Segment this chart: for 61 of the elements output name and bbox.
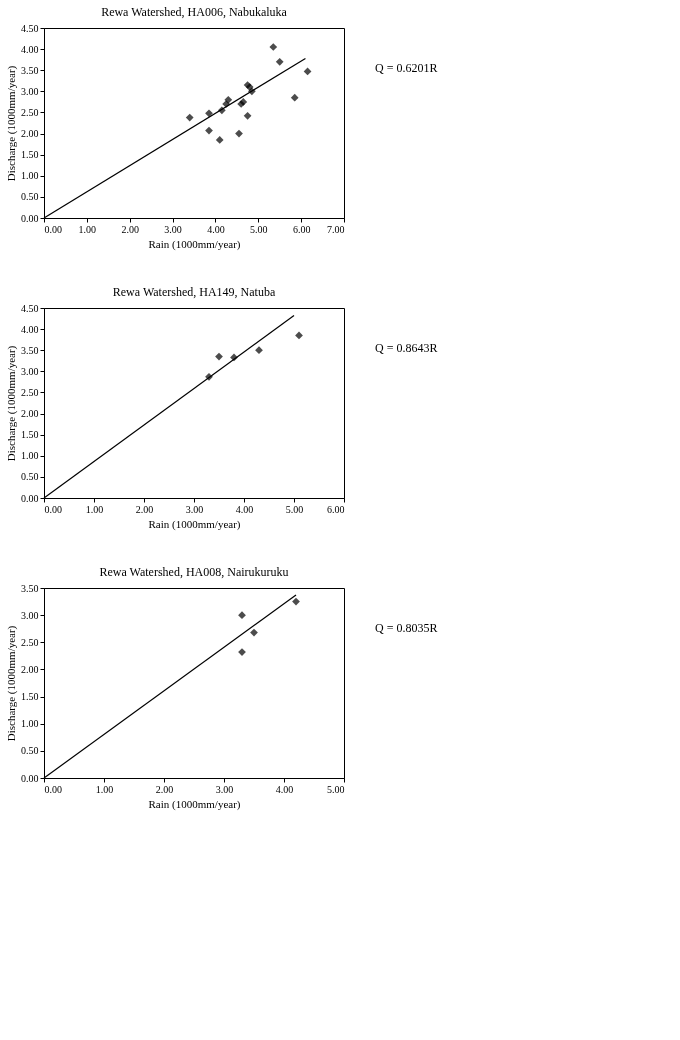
y-tick-label: 3.50 bbox=[21, 344, 39, 356]
x-tick-label: 0.00 bbox=[44, 783, 62, 795]
x-tick-label: 4.00 bbox=[207, 223, 225, 235]
y-tick-label: 4.50 bbox=[21, 22, 39, 34]
y-axis-title: Discharge (1000mm/year) bbox=[5, 345, 18, 462]
x-tick-label: 2.00 bbox=[155, 783, 174, 795]
y-tick-label: 0.00 bbox=[21, 212, 39, 224]
x-axis-title: Rain (1000mm/year) bbox=[148, 517, 241, 531]
y-tick-label: 3.50 bbox=[21, 582, 39, 594]
x-tick-label: 4.00 bbox=[235, 503, 254, 515]
y-tick-label: 2.50 bbox=[21, 636, 39, 648]
y-tick-label: 2.50 bbox=[21, 106, 39, 118]
x-tick-label: 1.00 bbox=[85, 503, 104, 515]
y-tick-label: 2.00 bbox=[21, 663, 39, 675]
text: Q = 0.8643R bbox=[375, 341, 438, 355]
chart-title: Rewa Watershed, HA008, Nairukuruku bbox=[99, 565, 289, 579]
x-tick-label: 5.00 bbox=[250, 223, 268, 235]
chart-title: Rewa Watershed, HA006, Nabukaluka bbox=[101, 5, 288, 19]
y-tick-label: 1.00 bbox=[21, 718, 39, 730]
y-tick-label: 1.00 bbox=[21, 450, 39, 462]
x-tick-label: 2.00 bbox=[135, 503, 154, 515]
y-tick-label: 3.50 bbox=[21, 64, 39, 76]
y-tick-label: 1.00 bbox=[21, 170, 39, 182]
y-tick-label: 4.00 bbox=[21, 323, 39, 335]
y-tick-label: 4.00 bbox=[21, 43, 39, 55]
y-axis-title: Discharge (1000mm/year) bbox=[5, 625, 18, 742]
y-tick-label: 1.50 bbox=[21, 429, 39, 441]
y-tick-label: 4.50 bbox=[21, 302, 39, 314]
y-tick-label: 0.50 bbox=[21, 471, 39, 483]
x-tick-label: 3.00 bbox=[215, 783, 234, 795]
x-tick-label: 1.00 bbox=[95, 783, 114, 795]
text: Q = 0.6201R bbox=[375, 61, 438, 75]
x-tick-label: 3.00 bbox=[185, 503, 204, 515]
x-axis-title: Rain (1000mm/year) bbox=[148, 797, 241, 811]
y-tick-label: 0.50 bbox=[21, 191, 39, 203]
y-tick-label: 2.00 bbox=[21, 128, 39, 140]
y-tick-label: 2.00 bbox=[21, 408, 39, 420]
x-tick-label: 0.00 bbox=[44, 223, 62, 235]
y-tick-label: 1.50 bbox=[21, 149, 39, 161]
y-tick-label: 3.00 bbox=[21, 85, 39, 97]
text: Q = 0.8035R bbox=[375, 621, 438, 635]
x-tick-label: 5.00 bbox=[285, 503, 304, 515]
x-tick-label: 0.00 bbox=[44, 503, 62, 515]
y-tick-label: 0.00 bbox=[21, 772, 39, 784]
x-axis-title: Rain (1000mm/year) bbox=[148, 237, 241, 251]
y-tick-label: 1.50 bbox=[21, 691, 39, 703]
x-tick-label: 6.00 bbox=[292, 223, 311, 235]
x-tick-label: 4.00 bbox=[275, 783, 294, 795]
y-tick-label: 2.50 bbox=[21, 386, 39, 398]
y-tick-label: 0.50 bbox=[21, 745, 39, 757]
x-tick-label: 3.00 bbox=[164, 223, 182, 235]
y-axis-title: Discharge (1000mm/year) bbox=[5, 65, 18, 182]
chart-title: Rewa Watershed, HA149, Natuba bbox=[112, 285, 276, 299]
y-tick-label: 3.00 bbox=[21, 609, 39, 621]
x-tick-label: 1.00 bbox=[78, 223, 97, 235]
x-tick-label: 7.00 bbox=[327, 223, 345, 235]
y-tick-label: 0.00 bbox=[21, 492, 39, 504]
x-tick-label: 2.00 bbox=[121, 223, 139, 235]
y-tick-label: 3.00 bbox=[21, 365, 39, 377]
x-tick-label: 6.00 bbox=[327, 503, 345, 515]
x-tick-label: 5.00 bbox=[327, 783, 345, 795]
